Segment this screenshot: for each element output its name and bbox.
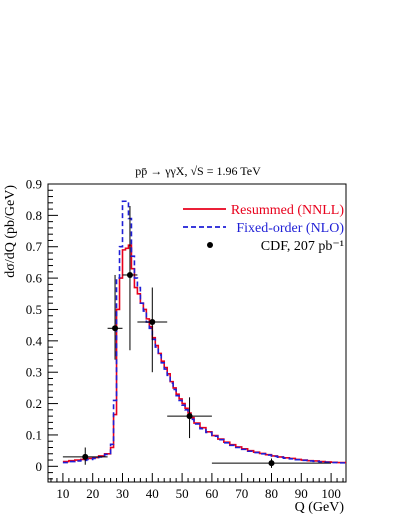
data-point [112,325,119,332]
data-point [82,453,89,460]
y-axis-label: dσ/dQ (pb/GeV) [3,185,18,278]
chart-title: pp̄ → γγX, √S = 1.96 TeV [135,164,261,178]
legend-label-0: Resummed (NNLL) [231,203,344,218]
y-tick-label: 0.4 [26,333,43,348]
y-tick-label: 0.2 [26,396,42,411]
data-point [126,271,133,278]
y-tick-label: 0.1 [26,427,42,442]
legend-label-2: CDF, 207 pb⁻¹ [261,239,344,254]
y-tick-label: 0.3 [26,365,42,380]
x-tick-label: 10 [56,486,69,501]
x-tick-label: 40 [146,486,159,501]
x-tick-label: 80 [265,486,278,501]
y-tick-label: 0 [36,459,43,474]
x-tick-label: 20 [86,486,99,501]
plot-area-border [47,183,347,483]
y-tick-label: 0.7 [26,239,43,254]
y-tick-label: 0.8 [26,208,42,223]
legend-label-1: Fixed-order (NLO) [236,221,344,236]
data-point [268,460,275,467]
data-point [186,413,193,420]
series-group [62,200,346,464]
legend-marker-point [207,242,213,248]
x-axis-label: Q (GeV) [295,500,345,515]
x-tick-label: 90 [295,486,308,501]
data-point [149,319,156,326]
y-tick-label: 0.5 [26,302,42,317]
x-tick-label: 100 [321,486,341,501]
plot-frame [47,183,347,483]
axis-ticks-group: 10 20 30 40 50 60 70 80 90 100 0 0.1 0.2 0.3 0.4 0.5 0.6… [26,177,344,501]
x-tick-label: 50 [176,486,189,501]
series-line-0 [62,244,346,464]
x-tick-label: 70 [235,486,248,501]
legend: Resummed (NNLL) Fixed-order (NLO) CDF, 207… [183,203,344,254]
series-line-1 [62,200,346,464]
data-points-group [62,205,332,468]
y-tick-label: 0.6 [26,271,43,286]
x-tick-label: 30 [116,486,129,501]
x-tick-label: 60 [205,486,218,501]
y-tick-label: 0.9 [26,177,42,192]
